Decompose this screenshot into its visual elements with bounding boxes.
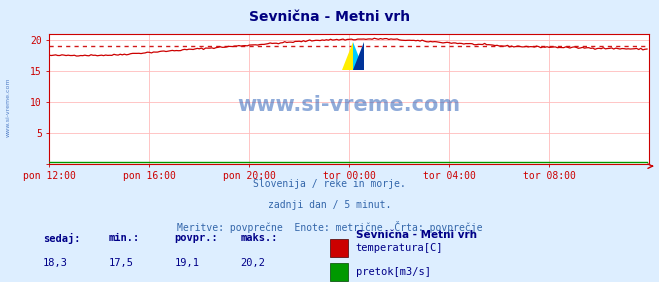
Text: Meritve: povprečne  Enote: metrične  Črta: povprečje: Meritve: povprečne Enote: metrične Črta:… bbox=[177, 221, 482, 233]
Text: Slovenija / reke in morje.: Slovenija / reke in morje. bbox=[253, 179, 406, 189]
Text: pretok[m3/s]: pretok[m3/s] bbox=[356, 267, 431, 277]
Polygon shape bbox=[353, 42, 364, 70]
Text: maks.:: maks.: bbox=[241, 233, 278, 243]
Polygon shape bbox=[353, 42, 364, 70]
Text: 17,5: 17,5 bbox=[109, 258, 134, 268]
Text: min.:: min.: bbox=[109, 233, 140, 243]
Text: sedaj:: sedaj: bbox=[43, 233, 80, 244]
Text: 20,2: 20,2 bbox=[241, 258, 266, 268]
Polygon shape bbox=[342, 42, 353, 70]
Text: www.si-vreme.com: www.si-vreme.com bbox=[6, 78, 11, 137]
Text: www.si-vreme.com: www.si-vreme.com bbox=[238, 95, 461, 115]
Text: povpr.:: povpr.: bbox=[175, 233, 218, 243]
Text: Sevnična - Metni vrh: Sevnična - Metni vrh bbox=[249, 10, 410, 24]
Text: zadnji dan / 5 minut.: zadnji dan / 5 minut. bbox=[268, 200, 391, 210]
Text: Sevnična - Metni vrh: Sevnična - Metni vrh bbox=[356, 230, 477, 240]
Text: temperatura[C]: temperatura[C] bbox=[356, 243, 444, 253]
Text: 19,1: 19,1 bbox=[175, 258, 200, 268]
Text: 18,3: 18,3 bbox=[43, 258, 68, 268]
